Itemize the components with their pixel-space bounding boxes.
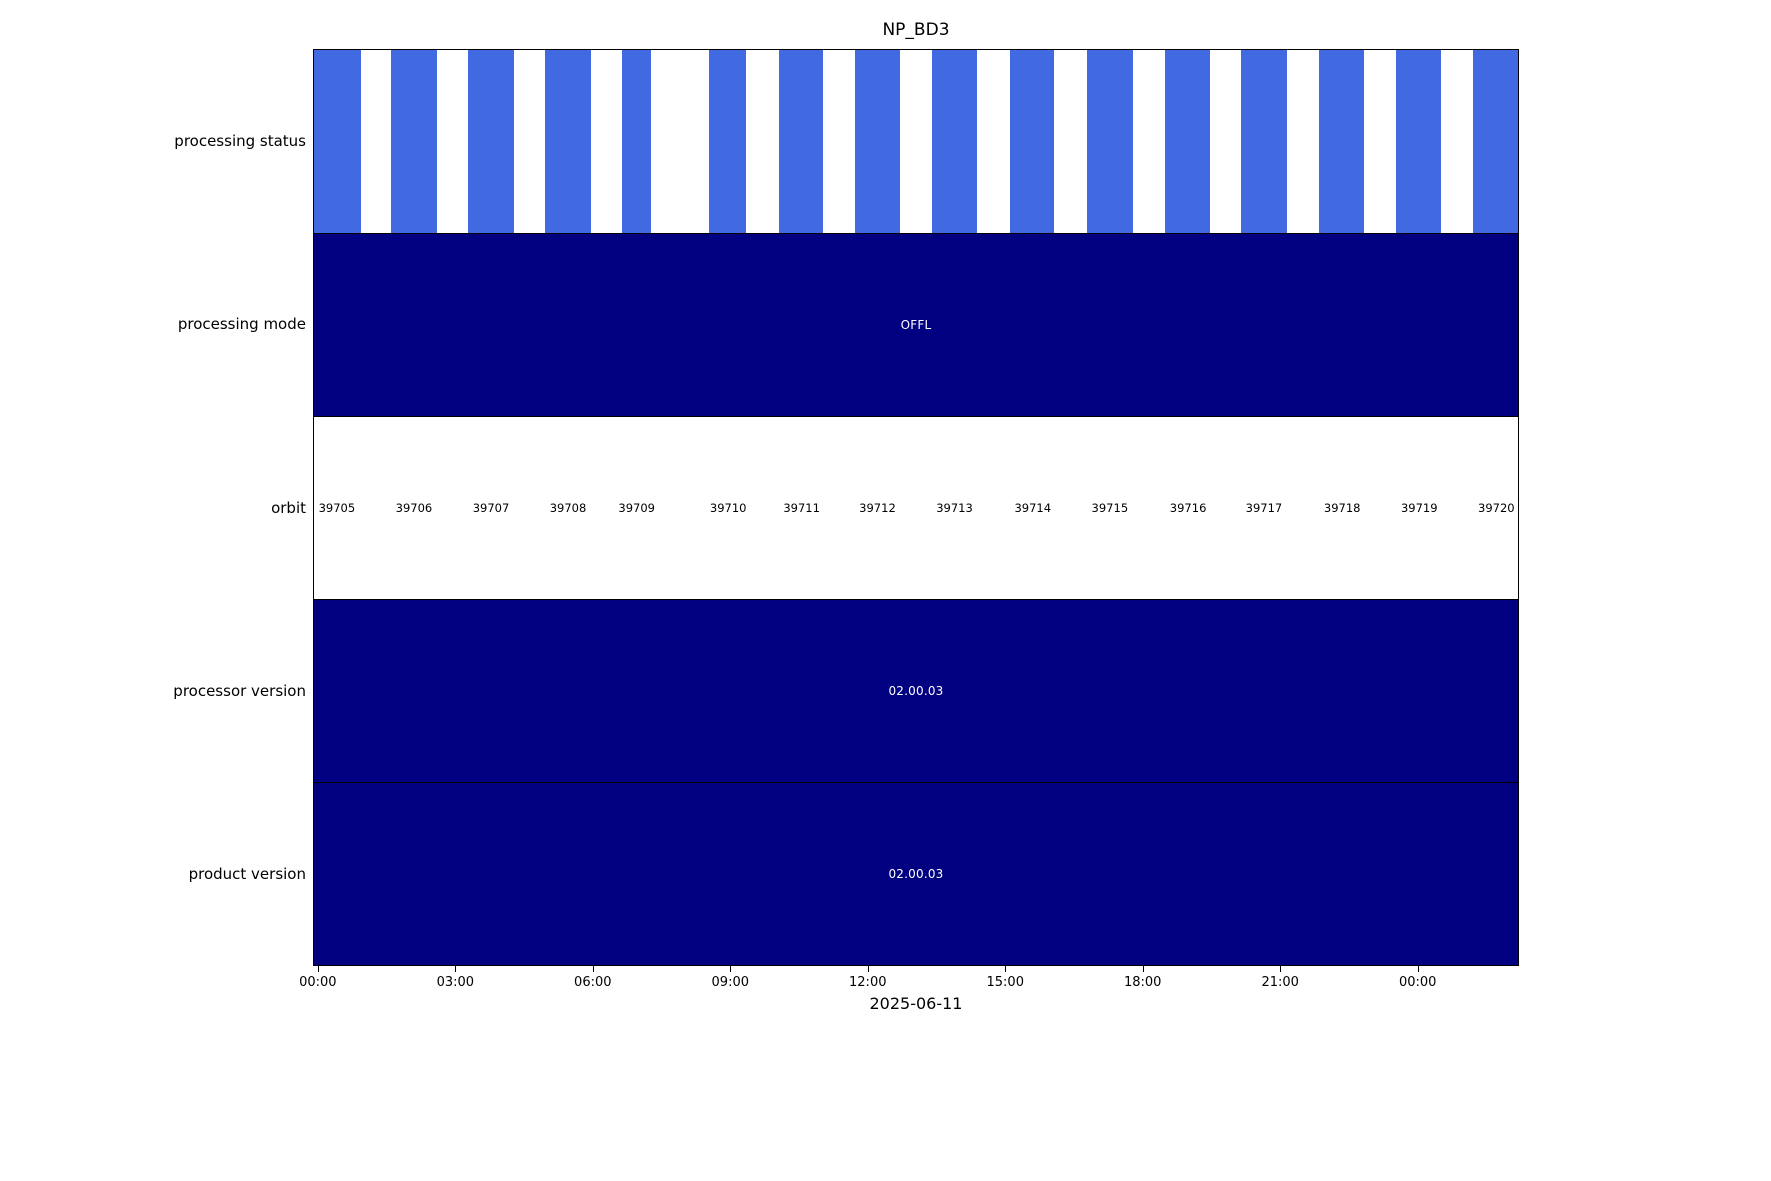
processing-status-segment: [468, 50, 514, 233]
orbit-number: 39707: [472, 501, 510, 515]
x-tick-label: 21:00: [1261, 975, 1299, 990]
orbit-number: 39711: [783, 501, 820, 515]
processing-status-segment: [1241, 50, 1287, 233]
row-label-product-version: product version: [188, 865, 306, 884]
x-tick-label: 12:00: [849, 975, 887, 990]
x-tick-mark: [455, 966, 457, 972]
band-processing-mode: OFFL: [314, 233, 1518, 416]
processing-status-segment: [545, 50, 591, 233]
processing-status-segment: [708, 50, 747, 233]
y-axis-labels: processing status processing mode orbit …: [0, 49, 306, 966]
x-tick-mark: [1142, 966, 1144, 972]
processing-status-segment: [1396, 50, 1441, 233]
orbit-number: 39708: [549, 501, 587, 515]
processing-status-segment: [1319, 50, 1364, 233]
band-product-version: 02.00.03: [314, 782, 1518, 965]
processing-status-segment: [1009, 50, 1055, 233]
orbit-number: 39709: [618, 501, 655, 515]
x-tick-mark: [592, 966, 594, 972]
row-label-processing-status: processing status: [174, 131, 306, 150]
processing-mode-value: OFFL: [900, 318, 932, 332]
band-orbit: 39705 39706 39707 39708 39709 39710 39711 39712…: [314, 416, 1518, 599]
x-axis-label: 2025-06-11: [869, 994, 963, 1013]
orbit-number: 39705: [318, 501, 356, 515]
processor-version-value: 02.00.03: [888, 684, 944, 698]
orbit-number: 39720: [1478, 501, 1515, 515]
x-tick-mark: [730, 966, 732, 972]
orbit-number: 39715: [1091, 501, 1129, 515]
plot-area: OFFL 39705 39706 39707 39708 39709 39710 39711…: [313, 49, 1519, 966]
x-axis: 00:00 03:00 06:00 09:00 12:00 15:00 18:00 21:00…: [299, 966, 1519, 998]
processing-status-segment: [1086, 50, 1133, 233]
processing-status-segment: [622, 50, 652, 233]
orbit-number: 39717: [1245, 501, 1283, 515]
orbit-number: 39718: [1323, 501, 1361, 515]
x-tick-label: 03:00: [436, 975, 475, 990]
x-tick-mark: [317, 966, 319, 972]
x-tick-label: 18:00: [1123, 975, 1162, 990]
orbit-number: 39714: [1014, 501, 1052, 515]
orbit-number: 39706: [395, 501, 433, 515]
x-tick-label: 06:00: [574, 975, 612, 990]
x-tick-mark: [867, 966, 869, 972]
processing-status-segment: [1165, 50, 1210, 233]
band-processing-status: [314, 50, 1518, 233]
orbit-number: 39713: [936, 501, 973, 515]
processing-status-segment: [931, 50, 978, 233]
x-tick-label: 15:00: [986, 975, 1024, 990]
row-label-orbit: orbit: [271, 498, 306, 517]
processing-status-segment: [314, 50, 361, 233]
orbit-number: 39719: [1400, 501, 1438, 515]
x-tick-label: 00:00: [299, 975, 337, 990]
orbit-number: 39712: [859, 501, 896, 515]
row-label-processing-mode: processing mode: [177, 315, 306, 334]
processing-status-segment: [1473, 50, 1518, 233]
row-label-processor-version: processor version: [173, 681, 306, 700]
x-tick-label: 09:00: [711, 975, 749, 990]
band-processor-version: 02.00.03: [314, 599, 1518, 782]
processing-status-segment: [391, 50, 437, 233]
orbit-number: 39710: [709, 501, 747, 515]
processing-status-segment: [778, 50, 824, 233]
x-tick-mark: [1280, 966, 1282, 972]
x-tick-mark: [1005, 966, 1007, 972]
product-version-value: 02.00.03: [888, 867, 944, 881]
x-tick-label: 00:00: [1398, 975, 1437, 990]
chart-title: NP_BD3: [882, 20, 950, 40]
x-tick-mark: [1417, 966, 1419, 972]
orbit-number: 39716: [1169, 501, 1207, 515]
processing-status-segment: [854, 50, 901, 233]
